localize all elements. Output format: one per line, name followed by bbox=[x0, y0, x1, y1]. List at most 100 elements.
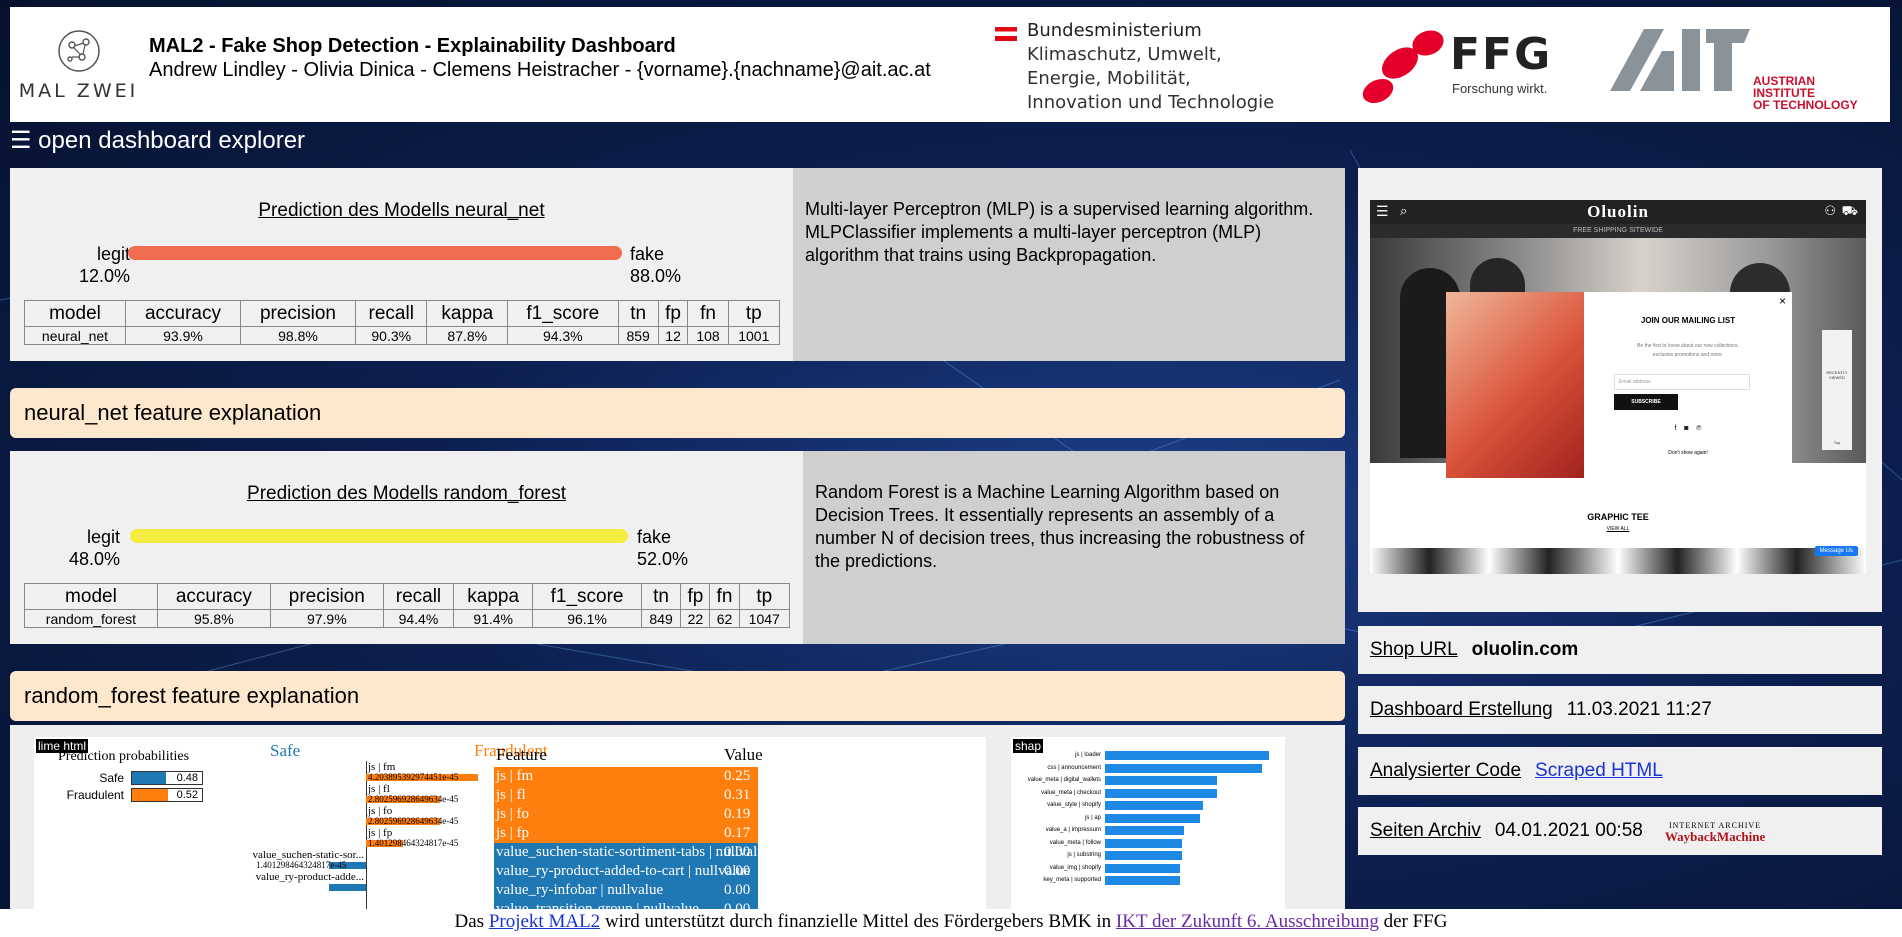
lime-feature-row: value_ry-infobar | nullvalue 0.00 bbox=[494, 881, 758, 900]
wayback-machine-logo[interactable]: INTERNET ARCHIVE WaybackMachine bbox=[1664, 820, 1766, 844]
shap-feature-bar bbox=[1105, 751, 1269, 760]
legit-label: legit 48.0% bbox=[40, 526, 120, 570]
metric-header-tp: tp bbox=[738, 583, 791, 610]
lime-fraud-heading: Fraudulent bbox=[474, 741, 548, 760]
project-mal2-link[interactable]: Projekt MAL2 bbox=[488, 911, 601, 932]
shap-feature-bar bbox=[1105, 876, 1181, 885]
metrics-header-row: model accuracy precision recall kappa f1_scor… bbox=[24, 583, 791, 610]
lime-feature-name: js | fp bbox=[496, 825, 530, 841]
metric-header-fp: fp bbox=[657, 300, 689, 327]
prediction-bar bbox=[128, 246, 622, 260]
shap-feature-label: value_meta | digital_wallets bbox=[1027, 777, 1101, 783]
lime-prob-bar: 0.48 bbox=[131, 771, 203, 785]
recently-viewed-sidebar: RECENTLY VIEWED Top bbox=[1822, 330, 1852, 450]
ait-line-2: OF TECHNOLOGY bbox=[1753, 98, 1858, 112]
ffg-logo: FFG Forschung wirkt. bbox=[1360, 25, 1560, 110]
shap-feature-bar bbox=[1105, 813, 1201, 823]
metric-header-f1-score: f1_score bbox=[532, 583, 642, 610]
dashboard-created-label: Dashboard Erstellung bbox=[1370, 699, 1553, 720]
pinterest-icon[interactable]: ℗ bbox=[1696, 425, 1702, 432]
legit-percent: 12.0% bbox=[78, 266, 130, 286]
metric-header-recall: recall bbox=[354, 300, 428, 327]
metric-header-f1-score: f1_score bbox=[507, 300, 619, 327]
view-all-link[interactable]: VIEW ALL bbox=[1606, 526, 1630, 532]
metric-cell-f1-score: 94.3% bbox=[507, 326, 619, 345]
ikt-der-zukunft-link[interactable]: IKT der Zukunft 6. Ausschreibung bbox=[1115, 911, 1379, 932]
metric-cell-recall: 94.4% bbox=[382, 609, 455, 628]
shop-url-label[interactable]: Shop URL bbox=[1370, 639, 1458, 660]
metric-cell-fp: 12 bbox=[657, 326, 689, 345]
wayback-main-text: WaybackMachine bbox=[1664, 829, 1766, 844]
bmk-line-4: Innovation und Technologie bbox=[1027, 92, 1275, 113]
shop-topbar: ☰ ⌕ Oluolin ⚇ ⛟ bbox=[1370, 200, 1866, 224]
message-us-button[interactable]: Message Us bbox=[1814, 546, 1858, 556]
lime-contribution-value: 4.203895392974451e-45 bbox=[368, 772, 459, 782]
model-description: Multi-layer Perceptron (MLP) is a superv… bbox=[793, 168, 1345, 361]
popup-subscribe-button[interactable]: SUBSCRIBE bbox=[1614, 394, 1678, 410]
cart-icon: ⛟ bbox=[1841, 203, 1858, 218]
bmk-line-3: Energie, Mobilität, bbox=[1027, 68, 1191, 89]
popup-social-icons: f ◙ ℗ bbox=[1584, 425, 1792, 432]
lime-contribution-bar bbox=[366, 774, 478, 781]
popup-close-icon[interactable]: × bbox=[1778, 294, 1786, 308]
fake-text: fake bbox=[637, 527, 672, 547]
austria-flag-icon bbox=[995, 27, 1017, 41]
open-dashboard-explorer-link[interactable]: ☰ open dashboard explorer bbox=[10, 127, 306, 154]
lime-feature-name: js | fo bbox=[496, 806, 530, 822]
lime-feature-value: 0.17 bbox=[724, 825, 751, 841]
popup-email-input[interactable]: Email address bbox=[1614, 374, 1750, 390]
popup-dont-show[interactable]: Don't show again! bbox=[1584, 450, 1792, 456]
metric-cell-tn: 849 bbox=[640, 609, 682, 628]
legit-text: legit bbox=[96, 244, 130, 264]
shap-tag: shap bbox=[1013, 739, 1044, 753]
shap-explanation: shap js | loader css | announcement value_… bbox=[1011, 737, 1285, 910]
shop-url-value: oluolin.com bbox=[1471, 639, 1579, 660]
recently-viewed-label: RECENTLY VIEWED bbox=[1826, 370, 1848, 380]
metric-cell-tp: 1047 bbox=[738, 609, 791, 628]
lime-contribution-value: 1.401298464324817e-45 bbox=[368, 838, 459, 848]
neural-net-explanation-toggle[interactable]: neural_net feature explanation bbox=[10, 388, 1345, 438]
bmk-line-1: Bundesministerium bbox=[1027, 20, 1202, 41]
shop-screenshot: ☰ ⌕ Oluolin ⚇ ⛟ FREE SHIPPING SITEWIDE ×… bbox=[1370, 200, 1866, 574]
legit-percent: 48.0% bbox=[68, 549, 120, 569]
header: MAL ZWEI MAL2 - Fake Shop Detection - Ex… bbox=[10, 7, 1890, 122]
shap-feature-bar bbox=[1105, 838, 1183, 848]
fake-label: fake 88.0% bbox=[630, 243, 681, 287]
lime-feature-heading: Feature bbox=[496, 745, 547, 764]
lime-contribution-label: js | fo bbox=[368, 805, 393, 817]
metric-header-fp: fp bbox=[680, 583, 711, 610]
lime-contribution-value: 1.401298464324817e-45 bbox=[256, 860, 347, 870]
page-archive-label[interactable]: Seiten Archiv bbox=[1370, 820, 1481, 841]
bmk-line-2: Klimaschutz, Umwelt, bbox=[1027, 44, 1222, 65]
lime-prob-title: Prediction probabilities bbox=[58, 749, 190, 764]
shap-feature-bar bbox=[1105, 801, 1204, 810]
instagram-icon[interactable]: ◙ bbox=[1684, 425, 1689, 432]
fake-label: fake 52.0% bbox=[637, 526, 688, 570]
lime-feature-row: value_transition-group | nullvalue 0.00 bbox=[494, 900, 758, 910]
facebook-icon[interactable]: f bbox=[1674, 425, 1677, 432]
ffg-shape-icon bbox=[1362, 30, 1444, 104]
lime-feature-name: value_suchen-static-sortiment-tabs | nul… bbox=[496, 844, 772, 860]
footer-post: der FFG bbox=[1383, 911, 1448, 932]
metric-cell-tp: 1001 bbox=[727, 326, 781, 345]
lime-feature-name: js | fl bbox=[496, 787, 526, 803]
top-label[interactable]: Top bbox=[1833, 440, 1841, 445]
lime-feature-value: 0.00 bbox=[724, 882, 751, 898]
shop-url-box: Shop URL oluolin.com bbox=[1358, 626, 1882, 674]
shap-feature-bar bbox=[1105, 763, 1263, 773]
scraped-html-link[interactable]: Scraped HTML bbox=[1535, 760, 1663, 781]
malzwei-logo-text: MAL ZWEI bbox=[18, 79, 139, 102]
shap-feature-bar bbox=[1105, 863, 1181, 873]
metric-cell-kappa: 87.8% bbox=[426, 326, 509, 345]
dashboard-created-box: Dashboard Erstellung 11.03.2021 11:27 bbox=[1358, 686, 1882, 734]
metric-header-fn: fn bbox=[687, 300, 729, 327]
random-forest-explanation-toggle[interactable]: random_forest feature explanation bbox=[10, 671, 1345, 721]
metric-cell-tn: 859 bbox=[617, 326, 659, 345]
shap-feature-bar bbox=[1105, 776, 1217, 785]
lime-prob-bar: 0.52 bbox=[131, 788, 203, 802]
page-archive-box: Seiten Archiv 04.01.2021 00:58 INTERNET … bbox=[1358, 807, 1882, 855]
page-title: MAL2 - Fake Shop Detection - Explainabil… bbox=[149, 34, 676, 57]
shap-feature-label: value_img | shopify bbox=[1049, 864, 1101, 871]
user-icon: ⚇ bbox=[1824, 203, 1836, 218]
lime-feature-value: 0.19 bbox=[724, 806, 751, 822]
